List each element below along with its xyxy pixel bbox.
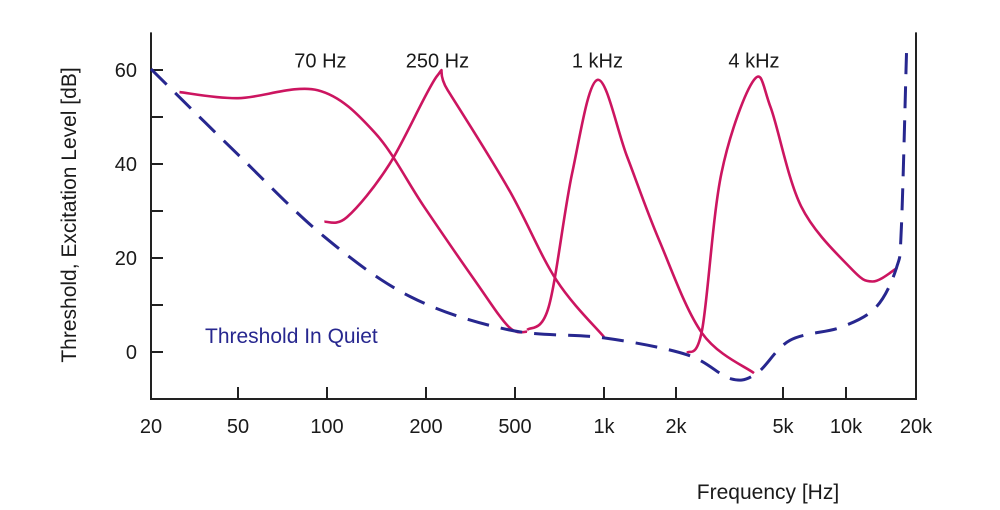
x-tick-label: 10k	[830, 416, 863, 438]
x-tick-label: 20	[140, 416, 162, 438]
x-tick-label: 20k	[900, 416, 933, 438]
peak-label: 4 kHz	[728, 51, 779, 73]
y-axis-label: Threshold, Excitation Level [dB]	[58, 67, 81, 362]
excitation-curve-70-hz	[179, 87, 528, 334]
peak-label: 70 Hz	[294, 51, 346, 73]
y-tick-label: 20	[115, 248, 137, 270]
x-tick-label: 100	[310, 416, 343, 438]
threshold-label: Threshold In Quiet	[205, 325, 378, 348]
x-tick-label: 50	[227, 416, 249, 438]
peak-label: 1 kHz	[572, 51, 623, 73]
labels: 70 Hz 250 Hz 1 kHz 4 kHz	[294, 51, 779, 73]
y-tick-label: 0	[126, 342, 137, 364]
excitation-curve-4-khz	[686, 75, 898, 354]
threshold-in-quiet-curve	[149, 53, 908, 382]
excitation-curve-250-hz	[324, 68, 605, 338]
y-tick-label: 40	[115, 154, 137, 176]
x-tick-label: 200	[409, 416, 442, 438]
curves	[149, 53, 908, 382]
excitation-curve-1-khz	[526, 78, 755, 375]
peak-label: 250 Hz	[406, 51, 469, 73]
x-axis-label: Frequency [Hz]	[697, 481, 839, 504]
x-tick-label: 1k	[593, 416, 615, 438]
x-tick-label: 500	[498, 416, 531, 438]
x-tick-label: 5k	[772, 416, 794, 438]
x-tick-label: 2k	[665, 416, 687, 438]
y-tick-label: 60	[115, 60, 137, 82]
